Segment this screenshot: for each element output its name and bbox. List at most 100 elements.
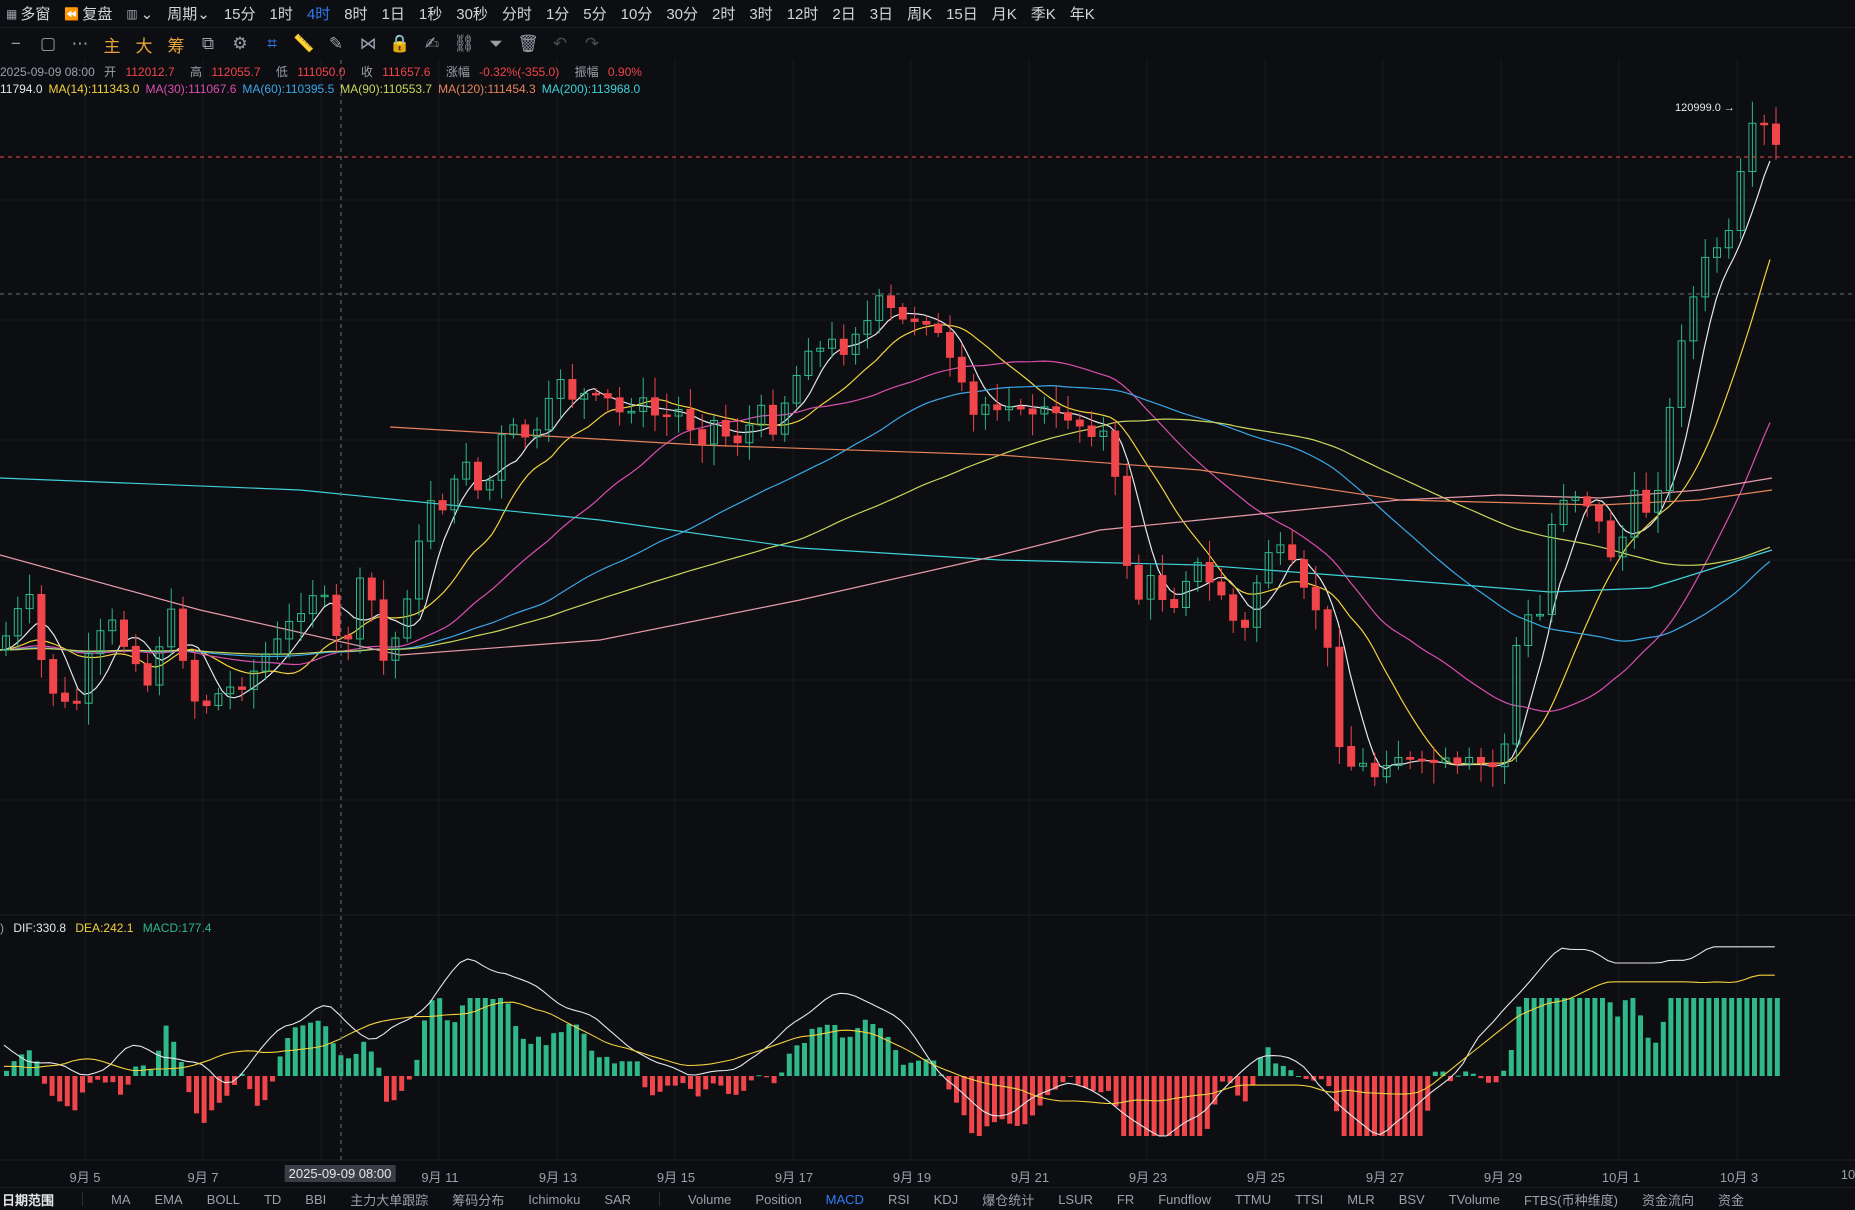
sub-indicator-tab[interactable]: TTSI	[1295, 1191, 1324, 1207]
macd-bar	[1356, 1076, 1362, 1136]
macd-bar	[368, 1051, 374, 1076]
ma-legend: 11794.0 MA(14):111343.0 MA(30):111067.6 MA(…	[0, 82, 646, 96]
sub-indicator-tab[interactable]: Position	[755, 1191, 802, 1207]
period-tab-7[interactable]: 8时	[338, 0, 375, 27]
period-tab-25[interactable]: 年K	[1064, 0, 1103, 27]
period-tab-21[interactable]: 周K	[901, 0, 940, 27]
period-tab-label: 15日	[946, 6, 978, 23]
pen-icon[interactable]: ✎	[328, 34, 344, 53]
note-icon[interactable]: ✍	[424, 34, 440, 53]
sub-indicator-tab[interactable]: KDJ	[933, 1191, 959, 1207]
main-indicator-tab[interactable]: TD	[263, 1191, 282, 1207]
macd-bar	[817, 1027, 823, 1076]
link-icon[interactable]: ⛓	[453, 34, 475, 53]
macd-bar	[946, 1076, 952, 1090]
period-tab-13[interactable]: 5分	[577, 0, 614, 27]
sub-indicator-tab[interactable]: RSI	[887, 1191, 910, 1207]
macd-bar	[490, 999, 496, 1076]
period-tab-2[interactable]: ▥ ⌄	[120, 0, 161, 27]
macd-bar	[1273, 1063, 1279, 1076]
period-tab-4[interactable]: 15分	[218, 0, 264, 27]
time-axis-label: 9月 19	[892, 1170, 932, 1185]
rectangle-icon[interactable]: ▢	[39, 34, 57, 53]
candle-body	[297, 613, 305, 622]
main-indicator-tab[interactable]: 主力大单跟踪	[350, 1192, 429, 1208]
ruler-icon[interactable]: 📏	[293, 34, 315, 53]
main-indicator-tab[interactable]: EMA	[154, 1191, 183, 1207]
period-tab-23[interactable]: 月K	[986, 0, 1025, 27]
period-tab-22[interactable]: 15日	[940, 0, 986, 27]
undo-icon[interactable]: ↶	[552, 34, 568, 53]
period-tab-17[interactable]: 3时	[743, 0, 780, 27]
period-tab-24[interactable]: 季K	[1025, 0, 1064, 27]
change-value: -0.32%(-355.0)	[479, 65, 560, 79]
period-tab-12[interactable]: 1分	[540, 0, 577, 27]
sub-indicator-tab[interactable]: Fundflow	[1158, 1191, 1211, 1207]
more-icon[interactable]: ⋯	[71, 34, 89, 53]
sub-indicator-tab[interactable]: 资金流向	[1641, 1192, 1694, 1208]
macd-bar	[627, 1061, 633, 1076]
ma90-line	[0, 418, 1771, 655]
sub-indicator-tab[interactable]: TVolume	[1448, 1191, 1501, 1207]
sub-indicator-tab[interactable]: FTBS(币种维度)	[1524, 1192, 1618, 1208]
main-indicator-tab[interactable]: BBI	[305, 1191, 327, 1207]
period-tab-19[interactable]: 2日	[826, 0, 863, 27]
main-indicator-tab[interactable]: SAR	[604, 1191, 632, 1207]
macd-bar	[771, 1076, 777, 1084]
low-label: 低 111050.0	[275, 65, 346, 79]
period-tab-9[interactable]: 1秒	[413, 0, 450, 27]
period-tab-20[interactable]: 3日	[864, 0, 901, 27]
minus-icon[interactable]: −	[11, 34, 21, 53]
main-indicator-tab[interactable]: MA	[111, 1191, 131, 1207]
period-tab-8[interactable]: 1日	[376, 0, 413, 27]
crosshair-select-icon[interactable]: ⌗	[267, 34, 277, 53]
sub-indicator-tab[interactable]: TTMU	[1234, 1191, 1272, 1207]
main-indicator-tab[interactable]: 筹码分布	[452, 1192, 505, 1208]
candle-body	[1465, 756, 1474, 765]
candle-body	[1040, 406, 1049, 415]
layout-icon[interactable]: ⧉	[201, 34, 215, 53]
main-indicator-icon[interactable]: 主	[103, 36, 121, 56]
sub-indicator-tab[interactable]: Volume	[688, 1191, 732, 1207]
main-indicator-tab[interactable]: Ichimoku	[528, 1191, 581, 1207]
candle-body	[1406, 757, 1415, 760]
period-tab-10[interactable]: 30秒	[450, 0, 496, 27]
period-tab-1[interactable]: ⏪ 复盘	[58, 0, 120, 27]
macd-bar	[505, 1003, 511, 1076]
ma14-line	[0, 259, 1771, 765]
period-tab-label: 10分	[620, 6, 653, 23]
period-tab-0[interactable]: ▦ 多窗	[0, 0, 58, 27]
chip-icon[interactable]: 筹	[167, 36, 185, 56]
period-tab-5[interactable]: 1时	[264, 0, 301, 27]
period-tab-3[interactable]: 周期⌄	[161, 0, 218, 27]
sub-indicator-tab[interactable]: FR	[1116, 1191, 1135, 1207]
date-range-button[interactable]: 日期范围	[2, 1192, 55, 1208]
period-tab-16[interactable]: 2时	[706, 0, 743, 27]
lock-icon[interactable]: 🔒	[389, 34, 411, 53]
candle-body	[1347, 746, 1356, 767]
macd-bar	[1759, 998, 1765, 1076]
draw-settings-icon[interactable]: ⚙	[232, 34, 248, 53]
main-indicator-tab[interactable]: BOLL	[206, 1191, 240, 1207]
close-value: 111657.6	[382, 65, 431, 79]
period-tab-18[interactable]: 12时	[781, 0, 827, 27]
period-tab-11[interactable]: 分时	[496, 0, 540, 27]
large-order-icon[interactable]: 大	[135, 36, 153, 56]
sub-indicator-tab[interactable]: LSUR	[1058, 1191, 1093, 1207]
period-tab-6[interactable]: 4时	[301, 0, 338, 27]
candle-body	[1488, 762, 1497, 768]
sub-indicator-tab[interactable]: 资金	[1717, 1192, 1744, 1208]
sub-indicator-tab[interactable]: MLR	[1347, 1191, 1375, 1207]
sub-indicator-tab[interactable]: BSV	[1398, 1191, 1425, 1207]
sub-indicator-tab[interactable]: MACD	[825, 1191, 864, 1207]
period-tab-15[interactable]: 30分	[660, 0, 706, 27]
magnet-icon[interactable]: ⋈	[359, 34, 377, 53]
macd-bar	[1683, 998, 1689, 1076]
redo-icon[interactable]: ↷	[584, 34, 600, 53]
sub-indicator-tab[interactable]: 爆仓统计	[982, 1192, 1035, 1208]
filter-icon[interactable]: ⏷	[489, 34, 503, 53]
trash-icon[interactable]: 🗑	[517, 34, 539, 53]
period-tab-14[interactable]: 10分	[615, 0, 661, 27]
candle-body	[533, 429, 541, 438]
